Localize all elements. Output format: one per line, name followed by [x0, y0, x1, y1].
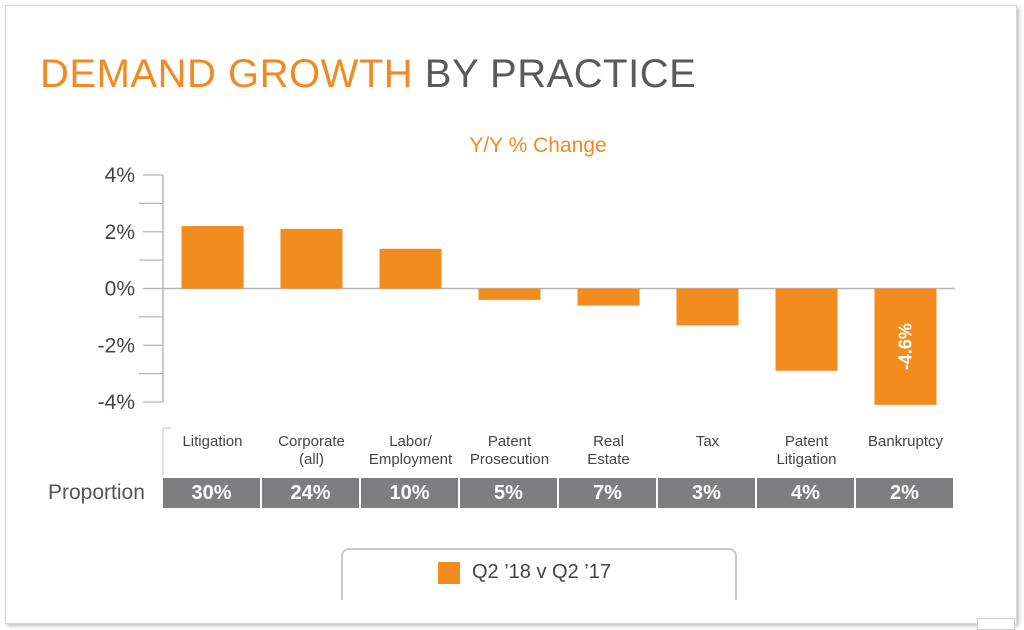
category-label: Tax	[695, 433, 720, 450]
proportion-label: Proportion	[48, 481, 145, 504]
bar	[676, 288, 739, 326]
proportion-cell: 7%	[559, 478, 656, 508]
bar	[280, 228, 343, 289]
category-label: Corporate (all)	[278, 433, 345, 468]
proportion-cell: 24%	[262, 478, 359, 508]
legend	[341, 548, 737, 600]
y-tick-label: 0%	[105, 278, 135, 301]
category-label: Bankruptcy	[867, 433, 944, 450]
y-tick-label: 2%	[105, 221, 135, 244]
category-label: Real Estate	[587, 433, 630, 468]
proportion-cell: 4%	[757, 478, 854, 508]
title-accent: DEMAND GROWTH	[40, 52, 414, 96]
y-tick-label: 4%	[105, 164, 135, 187]
slide-frame	[5, 5, 1017, 624]
proportion-cell: 3%	[658, 478, 755, 508]
legend-label: Q2 ’18 v Q2 ’17	[472, 561, 611, 583]
proportion-cell: 30%	[163, 478, 260, 508]
category-label: Litigation	[182, 433, 243, 450]
category-label: Patent Prosecution	[469, 433, 550, 468]
legend-swatch	[438, 562, 460, 584]
slide-title: DEMAND GROWTH BY PRACTICE	[40, 52, 696, 97]
bar	[478, 288, 541, 300]
data-label: -4.6%	[896, 323, 916, 370]
proportion-cell: 5%	[460, 478, 557, 508]
category-label: Patent Litigation	[776, 433, 837, 468]
bar	[181, 226, 244, 289]
bar	[379, 248, 442, 289]
title-rest: BY PRACTICE	[424, 52, 697, 96]
y-tick-label: -4%	[98, 391, 135, 414]
bar	[577, 288, 640, 306]
category-label: Labor/ Employment	[368, 433, 453, 468]
proportion-cell: 2%	[856, 478, 953, 508]
bar	[874, 288, 937, 405]
corner-mark	[977, 618, 1015, 630]
bar	[775, 288, 838, 371]
chart-subtitle: Y/Y % Change	[469, 134, 607, 157]
proportion-cell: 10%	[361, 478, 458, 508]
y-tick-label: -2%	[98, 334, 135, 357]
